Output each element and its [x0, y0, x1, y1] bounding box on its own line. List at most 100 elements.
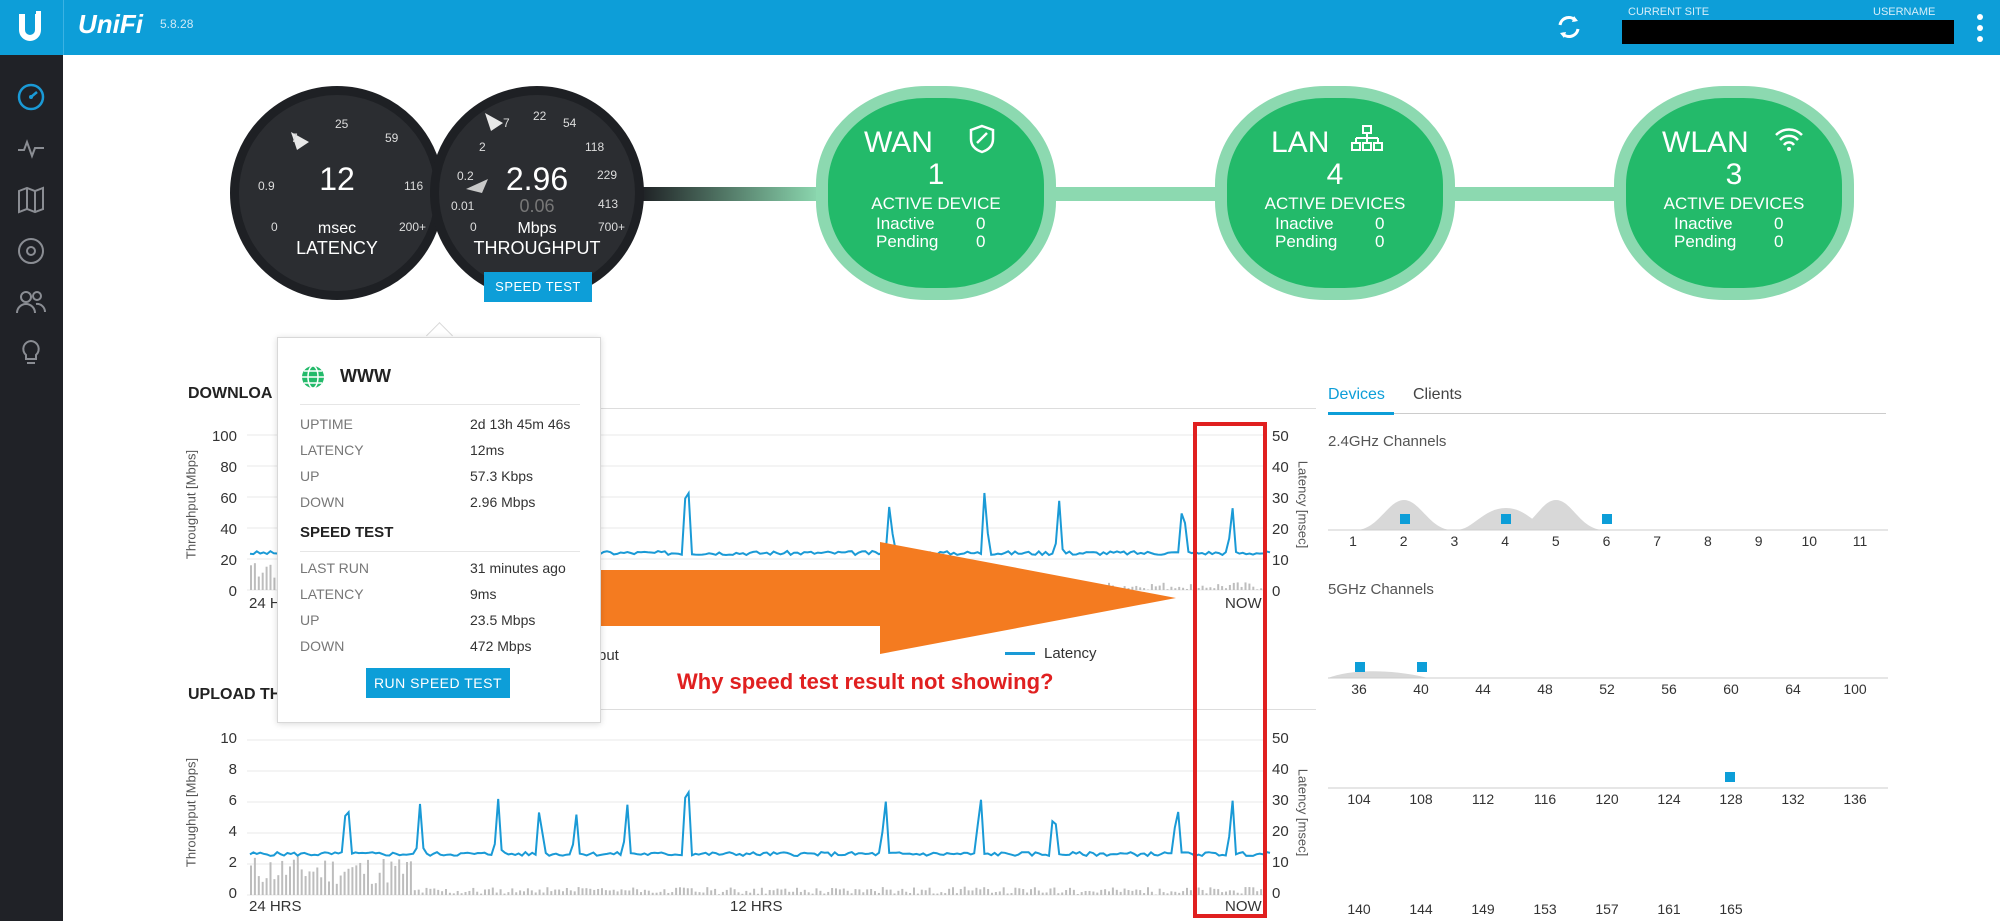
lan-card[interactable]: LAN 4 ACTIVE DEVICES Inactive 0 Pending …	[1215, 86, 1455, 300]
lan-pending-label: Pending	[1275, 232, 1338, 251]
tick: 7	[291, 131, 298, 145]
legend-latency: Latency	[1044, 645, 1097, 662]
refresh-icon[interactable]	[1552, 10, 1586, 44]
download-y-left-tick: 20	[220, 552, 237, 569]
gauge-needle-icon	[464, 177, 490, 193]
speed-test-row-value: 23.5 Mbps	[470, 612, 536, 628]
latency-unit: msec	[317, 220, 357, 237]
upload-x-mid: 12 HRS	[730, 898, 783, 915]
channel-label: 116	[1533, 791, 1557, 807]
channel-label: 5	[1551, 533, 1560, 549]
channel-label: 52	[1599, 681, 1615, 697]
channel-label: 104	[1347, 791, 1371, 807]
upload-y-left-tick: 6	[228, 792, 237, 809]
clients-icon[interactable]	[14, 285, 48, 319]
tick: 200+	[399, 220, 427, 234]
throughput-value: 2.96	[505, 161, 569, 197]
tick: 0.2	[457, 169, 474, 183]
tab-devices[interactable]: Devices	[1328, 386, 1385, 403]
wan-card[interactable]: WAN 1 ACTIVE DEVICE Inactive 0 Pending 0	[816, 86, 1056, 300]
gauge-needle-icon	[289, 130, 311, 152]
tabs-divider	[1328, 413, 1886, 414]
tab-active-indicator	[1328, 412, 1394, 415]
more-menu-icon[interactable]	[1976, 12, 1984, 44]
lan-title: LAN	[1271, 126, 1330, 159]
download-y-right-tick: 50	[1272, 428, 1289, 445]
wlan-inactive-value: 0	[1774, 214, 1784, 233]
upload-y-left-tick: 10	[220, 730, 237, 747]
ap-marker[interactable]	[1602, 514, 1612, 524]
channel-label: 124	[1657, 791, 1681, 807]
download-y-right-tick: 40	[1272, 459, 1289, 476]
channel-label: 64	[1785, 681, 1801, 697]
lan-pending-value: 0	[1375, 232, 1385, 251]
tick: 116	[404, 179, 424, 193]
channel-label: 161	[1657, 901, 1681, 917]
channel-label: 1	[1349, 533, 1357, 549]
top-bar: UniFi 5.8.28 CURRENT SITE USERNAME	[0, 0, 2000, 55]
wlan-card[interactable]: WLAN 3 ACTIVE DEVICES Inactive 0 Pending…	[1614, 86, 1854, 300]
ap-marker[interactable]	[1725, 772, 1735, 782]
ubiquiti-logo-icon[interactable]	[10, 8, 50, 48]
channel-label: 56	[1661, 681, 1677, 697]
latency-label: LATENCY	[296, 238, 378, 258]
channel-label: 11	[1852, 533, 1868, 549]
download-y-right-tick: 10	[1272, 552, 1289, 569]
wan-count: 1	[927, 158, 945, 191]
ap-marker[interactable]	[1400, 514, 1410, 524]
wlan-pending-value: 0	[1774, 232, 1784, 251]
throughput-label: THROUGHPUT	[473, 238, 601, 258]
current-site-label: CURRENT SITE	[1628, 6, 1710, 18]
upload-chart	[247, 739, 1271, 896]
upload-y-right-tick: 50	[1272, 730, 1289, 747]
popover-title: WWW	[340, 366, 391, 386]
annotation-text: Why speed test result not showing?	[677, 669, 1054, 694]
popover-row-value: 2d 13h 45m 46s	[470, 416, 571, 432]
wan-inactive-value: 0	[976, 214, 986, 233]
username-label: USERNAME	[1873, 6, 1936, 18]
chart-divider	[590, 709, 1316, 710]
channel-label: 9	[1754, 533, 1763, 549]
dashboard-icon[interactable]	[14, 80, 48, 114]
throughput-gauge[interactable]: 7 22 54 2 118 0.2 229 0.01 413 0 700+ 2.…	[430, 86, 644, 300]
globe-icon	[300, 364, 326, 390]
site-selector[interactable]	[1622, 20, 1954, 44]
network-topology-icon	[1351, 124, 1383, 154]
wifi-icon	[1774, 126, 1804, 152]
tick: 7	[503, 116, 510, 130]
map-icon[interactable]	[14, 183, 48, 217]
channel-label: 40	[1413, 681, 1429, 697]
download-chart-title: DOWNLOA	[188, 385, 273, 402]
upload-y-left-tick: 2	[228, 854, 237, 871]
insights-icon[interactable]	[14, 336, 48, 370]
run-speed-test-button[interactable]: RUN SPEED TEST	[366, 668, 510, 698]
channel-label: 48	[1537, 681, 1553, 697]
lan-subtitle: ACTIVE DEVICES	[1264, 194, 1406, 213]
orange-arrow	[590, 542, 1176, 654]
upload-y-right-tick: 0	[1272, 885, 1281, 902]
lan-connector	[1040, 187, 1240, 201]
channel-label: 44	[1475, 681, 1491, 697]
upload-y-right-tick: 20	[1272, 823, 1289, 840]
ap-marker[interactable]	[1501, 514, 1511, 524]
unifi-logo: UniFi	[78, 9, 143, 39]
ghz5-title: 5GHz Channels	[1328, 581, 1434, 598]
lan-count: 4	[1326, 158, 1344, 191]
speed-test-button[interactable]: SPEED TEST	[484, 272, 592, 302]
wan-title: WAN	[864, 126, 933, 159]
devices-icon[interactable]	[14, 234, 48, 268]
latency-gauge[interactable]: 7 25 59 0.9 116 0 200+ 12 msec LATENCY	[230, 86, 444, 300]
upload-x-end: NOW	[1225, 898, 1262, 915]
channel-label: 132	[1781, 791, 1805, 807]
statistics-icon[interactable]	[14, 132, 48, 166]
ghz24-title: 2.4GHz Channels	[1328, 433, 1447, 450]
tab-clients[interactable]: Clients	[1413, 386, 1462, 403]
legend-throughput: put	[598, 647, 619, 664]
channel-label: 6	[1602, 533, 1611, 549]
channel-label: 108	[1409, 791, 1433, 807]
ap-marker[interactable]	[1417, 662, 1427, 672]
ap-marker[interactable]	[1355, 662, 1365, 672]
channel-label: 36	[1351, 681, 1367, 697]
gauge-needle-icon	[483, 111, 505, 133]
channel-label: 157	[1595, 901, 1619, 917]
